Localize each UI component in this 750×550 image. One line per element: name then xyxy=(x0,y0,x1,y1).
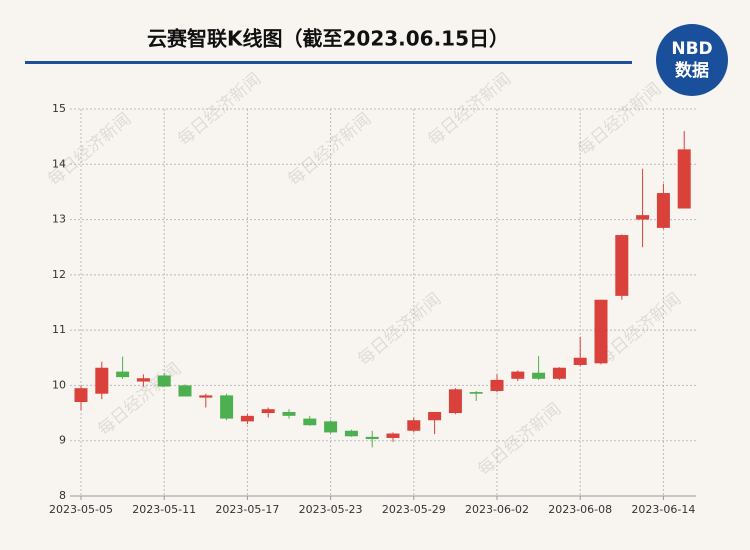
candle-body xyxy=(199,395,213,398)
y-tick-label: 10 xyxy=(52,378,66,391)
logo-top: NBD xyxy=(671,39,712,59)
watermark: 每日经济新闻 xyxy=(174,69,265,150)
watermark: 每日经济新闻 xyxy=(594,289,685,370)
candle-body xyxy=(157,375,171,387)
candle-body xyxy=(490,379,504,391)
watermark: 每日经济新闻 xyxy=(44,109,135,190)
candle-body xyxy=(365,436,379,440)
y-tick-label: 13 xyxy=(52,213,66,226)
candle-body xyxy=(552,367,566,379)
y-tick-label: 14 xyxy=(52,157,66,170)
title-rule xyxy=(25,61,632,64)
candle-body xyxy=(448,389,462,414)
candle-body xyxy=(136,378,150,382)
y-tick-label: 8 xyxy=(59,489,66,502)
x-tick-label: 2023-05-17 xyxy=(215,503,279,516)
x-tick-label: 2023-05-11 xyxy=(132,503,196,516)
candle-body xyxy=(656,193,670,228)
x-tick-label: 2023-05-05 xyxy=(49,503,113,516)
watermark: 每日经济新闻 xyxy=(474,399,565,480)
candle-body xyxy=(636,215,650,220)
candle-body xyxy=(95,367,109,394)
candle-body xyxy=(573,357,587,365)
x-tick-label: 2023-05-23 xyxy=(299,503,363,516)
logo xyxy=(656,24,728,96)
y-tick-label: 11 xyxy=(52,323,66,336)
watermark: 每日经济新闻 xyxy=(424,69,515,150)
candle-body xyxy=(511,371,525,379)
x-tick-label: 2023-06-02 xyxy=(465,503,529,516)
candle-body xyxy=(116,371,130,378)
candle-body xyxy=(344,430,358,437)
candle-body xyxy=(220,395,234,419)
candle-body xyxy=(469,392,483,394)
y-tick-label: 9 xyxy=(59,434,66,447)
candle-body xyxy=(532,372,546,379)
candle-body xyxy=(261,409,275,414)
candle-body xyxy=(428,411,442,421)
candle-body xyxy=(407,420,421,431)
candle-body xyxy=(303,418,317,426)
candle-body xyxy=(178,385,192,397)
y-tick-label: 12 xyxy=(52,268,66,281)
x-tick-label: 2023-06-14 xyxy=(631,503,695,516)
x-tick-label: 2023-05-29 xyxy=(382,503,446,516)
y-tick-label: 15 xyxy=(52,102,66,115)
chart-title: 云赛智联K线图（截至2023.06.15日） xyxy=(147,27,509,51)
candle-body xyxy=(324,421,338,433)
x-tick-label: 2023-06-08 xyxy=(548,503,612,516)
candle-body xyxy=(240,415,254,422)
watermark: 每日经济新闻 xyxy=(354,289,445,370)
candle-body xyxy=(74,388,88,403)
logo-bottom: 数据 xyxy=(675,60,709,81)
watermark: 每日经济新闻 xyxy=(284,109,375,190)
candle-body xyxy=(282,411,296,416)
candle-body xyxy=(594,299,608,364)
candle-body xyxy=(386,433,400,438)
candle-body xyxy=(615,235,629,296)
candle-body xyxy=(677,149,691,209)
watermark: 每日经济新闻 xyxy=(574,79,665,160)
